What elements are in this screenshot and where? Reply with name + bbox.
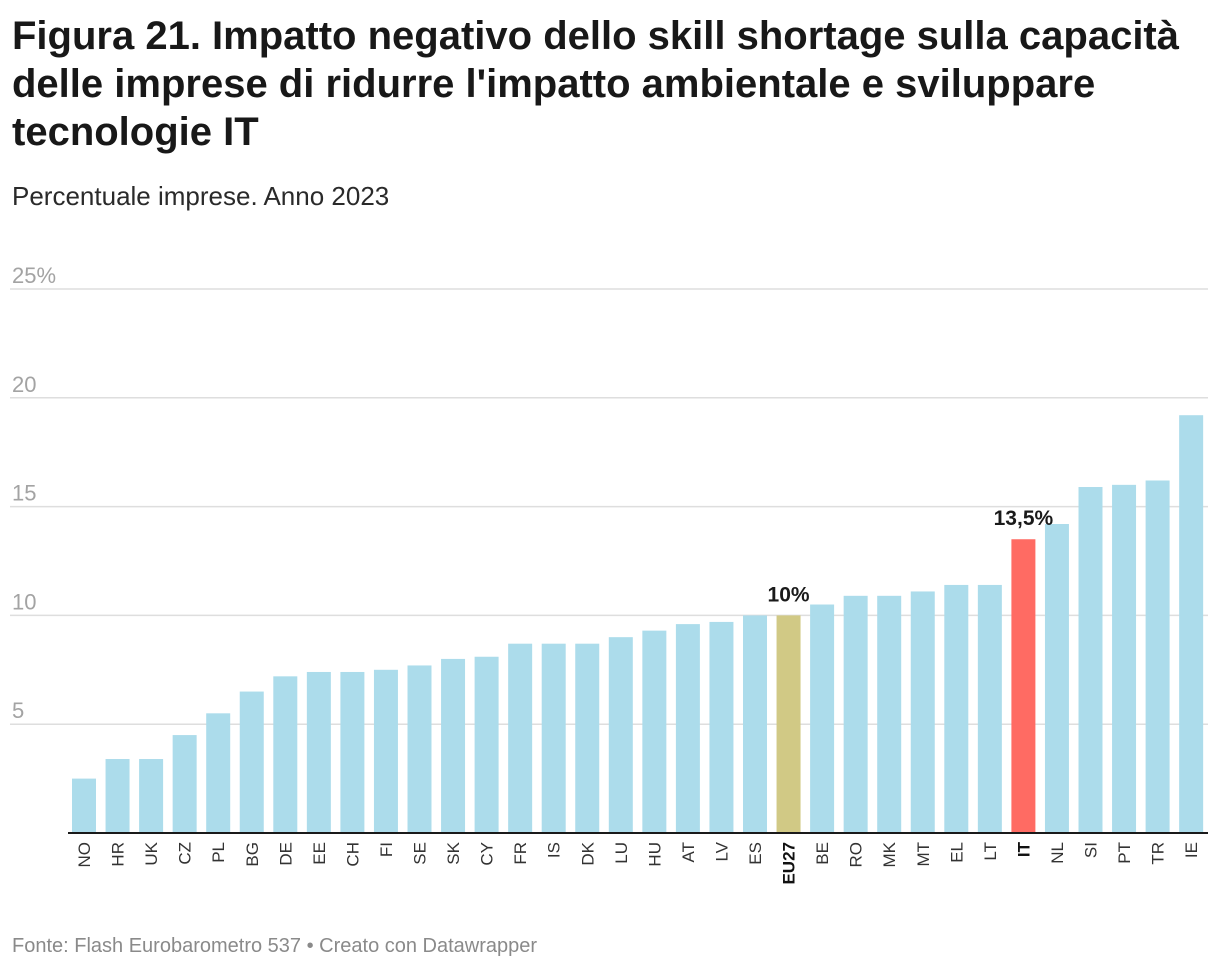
x-tick-label: CY	[478, 842, 497, 866]
x-tick-label: IT	[1014, 841, 1033, 857]
x-tick-label: FR	[511, 842, 530, 865]
x-tick-label: BG	[243, 842, 262, 867]
x-tick-label: HU	[645, 842, 664, 867]
x-tick-label: EU27	[780, 842, 799, 885]
bar-ie	[1179, 415, 1204, 833]
y-tick-label: 10	[12, 589, 36, 614]
bar-at	[675, 624, 700, 833]
x-tick-label: IE	[1182, 842, 1201, 858]
bar-fr	[508, 643, 533, 833]
x-tick-label: SK	[444, 841, 463, 864]
x-tick-label: HR	[109, 842, 128, 867]
data-label-eu27: 10%	[768, 583, 810, 606]
x-tick-label: TR	[1149, 842, 1168, 865]
y-tick-label: 25%	[12, 263, 56, 288]
x-tick-label: DK	[578, 841, 597, 865]
bar-ch	[340, 671, 365, 833]
labels: NO HR UK CZ PL BG DE EE CH FI SE SK CY FR IS DK LU HU AT LV…	[75, 507, 1201, 884]
bar-el	[944, 584, 969, 833]
x-tick-label: CH	[343, 842, 362, 867]
x-tick-label: LT	[981, 842, 1000, 861]
bar-dk	[575, 643, 600, 833]
y-tick-label: 20	[12, 372, 36, 397]
x-tick-label: BE	[813, 842, 832, 865]
bar-ro	[843, 595, 868, 833]
x-tick-label: UK	[142, 841, 161, 865]
bar-tr	[1145, 480, 1170, 833]
bar-se	[407, 665, 432, 833]
bar-sk	[441, 658, 466, 833]
x-tick-label: LV	[712, 841, 731, 861]
bar-cy	[474, 656, 499, 833]
bar-hr	[105, 759, 130, 833]
bar-pt	[1112, 484, 1137, 833]
bar-de	[273, 676, 298, 833]
x-tick-label: AT	[679, 842, 698, 862]
bar-mt	[910, 591, 935, 833]
x-tick-label: PL	[209, 842, 228, 863]
source-note: Fonte: Flash Eurobarometro 537 • Creato …	[12, 935, 538, 957]
bar-mk	[877, 595, 902, 833]
bar-eu27	[776, 615, 801, 833]
bar-lt	[977, 584, 1002, 833]
x-tick-label: MK	[880, 841, 899, 867]
x-tick-label: FI	[377, 842, 396, 857]
bar-pl	[206, 713, 231, 833]
bar-es	[743, 615, 767, 833]
x-tick-label: NL	[1048, 842, 1067, 864]
x-tick-label: NO	[75, 842, 94, 868]
bar-it	[1011, 539, 1036, 833]
bar-ee	[306, 671, 331, 833]
x-tick-label: EL	[947, 842, 966, 863]
x-tick-label: SI	[1082, 842, 1101, 858]
x-tick-label: CZ	[176, 842, 195, 865]
x-tick-label: IS	[545, 842, 564, 858]
chart-title: Figura 21. Impatto negativo dello skill …	[12, 14, 1179, 154]
bar-fi	[373, 669, 398, 833]
x-tick-label: MT	[914, 842, 933, 867]
y-tick-label: 5	[12, 698, 24, 723]
x-tick-label: DE	[276, 842, 295, 866]
x-tick-label: PT	[1115, 842, 1134, 864]
x-tick-label: EE	[310, 842, 329, 865]
bar-lu	[608, 637, 633, 833]
bar-uk	[139, 759, 164, 833]
chart-subtitle: Percentuale imprese. Anno 2023	[12, 181, 390, 211]
x-tick-label: ES	[746, 842, 765, 865]
x-tick-label: RO	[847, 842, 866, 868]
y-tick-label: 15	[12, 481, 36, 506]
x-tick-label: SE	[411, 842, 430, 865]
bar-be	[810, 604, 835, 833]
bar-is	[541, 643, 566, 833]
bar-no	[72, 778, 96, 833]
bar-hu	[642, 630, 667, 833]
bar-si	[1078, 487, 1103, 833]
data-label-it: 13,5%	[994, 507, 1054, 530]
bar-cz	[172, 735, 197, 833]
x-tick-label: LU	[612, 842, 631, 864]
bars	[68, 415, 1208, 834]
bar-lv	[709, 621, 734, 833]
bar-bg	[239, 691, 264, 833]
bar-nl	[1044, 524, 1069, 833]
